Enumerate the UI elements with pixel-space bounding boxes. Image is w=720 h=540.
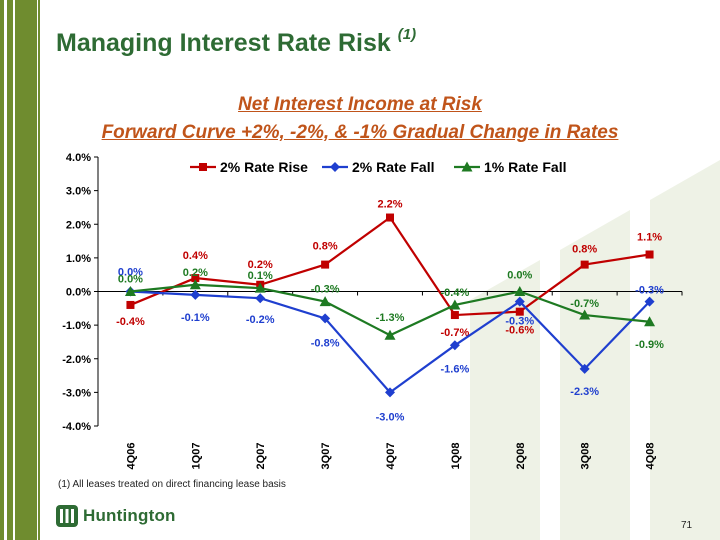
- data-label: 1.1%: [637, 232, 662, 244]
- data-label: -0.3%: [311, 284, 340, 296]
- data-label: -0.7%: [570, 298, 599, 310]
- series-marker: [644, 296, 655, 307]
- series-marker: [515, 307, 524, 316]
- x-tick-label: 3Q08: [580, 443, 592, 470]
- data-label: -0.4%: [441, 287, 470, 299]
- data-label: 0.1%: [248, 270, 273, 282]
- data-label: -1.6%: [441, 363, 470, 375]
- series-marker: [321, 260, 330, 269]
- data-label: 0.0%: [118, 274, 143, 286]
- data-label: -0.7%: [441, 327, 470, 339]
- series-marker: [579, 363, 590, 374]
- y-tick-label: -3.0%: [62, 387, 91, 399]
- data-label: -1.3%: [376, 312, 405, 324]
- data-label: -0.6%: [505, 325, 534, 337]
- data-label: -3.0%: [376, 411, 405, 423]
- series-marker: [189, 279, 201, 290]
- title-footnote-marker: (1): [397, 26, 417, 43]
- series-marker: [449, 299, 461, 310]
- x-tick-label: 1Q08: [450, 443, 462, 470]
- x-tick-label: 1Q07: [190, 443, 202, 470]
- huntington-logo: Huntington: [56, 505, 176, 527]
- legend-marker: [199, 163, 207, 171]
- logo-mark-icon: [56, 505, 78, 527]
- series-marker: [580, 260, 589, 269]
- series-marker: [191, 274, 200, 283]
- y-tick-label: -4.0%: [62, 421, 91, 433]
- series-marker: [514, 296, 525, 307]
- page-number: 71: [681, 520, 693, 531]
- x-tick-label: 4Q07: [385, 443, 397, 470]
- series-marker: [385, 387, 395, 398]
- data-label: -0.2%: [246, 314, 275, 326]
- series-marker: [124, 286, 136, 296]
- y-tick-label: 2.0%: [66, 219, 91, 231]
- series-marker: [384, 329, 396, 340]
- series-marker: [514, 286, 526, 296]
- x-tick-label: 2Q07: [255, 443, 267, 470]
- x-tick-label: 4Q06: [125, 443, 137, 470]
- legend-label: 2% Rate Fall: [352, 159, 434, 175]
- page-title: Managing Interest Rate Risk (1): [56, 26, 417, 57]
- legend-marker: [330, 162, 340, 172]
- y-tick-label: 1.0%: [66, 253, 91, 265]
- data-label: 2.2%: [377, 199, 402, 211]
- x-tick-label: 4Q08: [645, 443, 657, 470]
- series-marker: [579, 309, 591, 320]
- series-marker: [320, 313, 331, 324]
- series-marker: [449, 340, 460, 351]
- data-label: -0.9%: [635, 339, 664, 351]
- series-marker: [319, 296, 331, 307]
- data-label: 0.8%: [313, 241, 338, 253]
- data-label: -0.1%: [181, 312, 210, 324]
- logo-text: Huntington: [83, 506, 176, 525]
- legend-label: 2% Rate Rise: [220, 159, 308, 175]
- chart-subtitle: Forward Curve +2%, -2%, & -1% Gradual Ch…: [101, 122, 619, 143]
- data-label: -0.3%: [505, 316, 534, 328]
- data-label: -0.8%: [311, 337, 340, 349]
- y-tick-label: -1.0%: [62, 320, 91, 332]
- legend-label: 1% Rate Fall: [484, 159, 566, 175]
- series-marker: [645, 250, 654, 259]
- data-label: 0.4%: [183, 250, 208, 262]
- footnote: (1) All leases treated on direct financi…: [58, 479, 286, 490]
- series-marker: [254, 282, 266, 293]
- chart-title: Net Interest Income at Risk: [238, 94, 482, 115]
- series-marker: [255, 293, 266, 304]
- series-marker: [190, 289, 201, 300]
- legend-marker: [461, 161, 473, 172]
- y-tick-label: -2.0%: [62, 354, 91, 366]
- x-tick-label: 2Q08: [515, 443, 527, 470]
- data-label: 0.8%: [572, 244, 597, 256]
- data-label: -0.4%: [116, 316, 145, 328]
- data-label: 0.0%: [118, 267, 143, 279]
- data-label: -0.3%: [635, 285, 664, 297]
- series-marker: [386, 213, 394, 222]
- series-marker: [126, 300, 135, 309]
- y-tick-label: 3.0%: [66, 186, 91, 198]
- sidebar-stripes: [0, 0, 42, 540]
- x-tick-label: 3Q07: [320, 443, 332, 470]
- y-tick-label: 4.0%: [66, 152, 91, 164]
- series-marker: [644, 316, 656, 327]
- y-tick-label: 0.0%: [66, 287, 91, 299]
- series-marker: [450, 311, 459, 320]
- data-label: 0.2%: [183, 267, 208, 279]
- data-label: -2.3%: [570, 386, 599, 398]
- data-label: 0.2%: [248, 259, 273, 271]
- data-label: 0.0%: [507, 270, 532, 282]
